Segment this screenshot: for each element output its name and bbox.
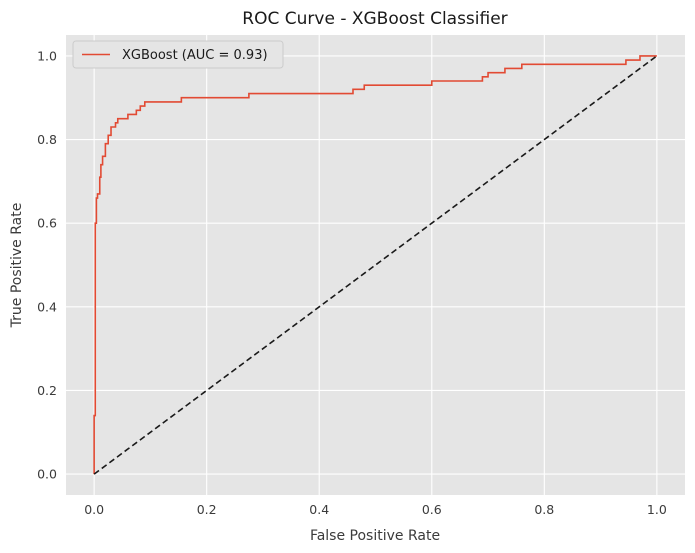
x-axis-label: False Positive Rate xyxy=(310,528,440,544)
x-tick-label: 0.6 xyxy=(422,502,442,517)
y-axis-label: True Positive Rate xyxy=(9,203,25,329)
x-tick-label: 0.4 xyxy=(309,502,329,517)
chance-diagonal-line xyxy=(93,55,658,475)
x-tick-label: 0.2 xyxy=(197,502,217,517)
legend-label-xgboost: XGBoost (AUC = 0.93) xyxy=(122,48,268,63)
series-layer xyxy=(93,55,658,475)
grid-layer xyxy=(66,35,685,495)
y-tick-label: 0.2 xyxy=(37,383,57,398)
roc-curve-line xyxy=(93,55,657,475)
y-tick-labels: 0.0 0.2 0.4 0.6 0.8 1.0 xyxy=(37,48,57,481)
x-tick-labels: 0.0 0.2 0.4 0.6 0.8 1.0 xyxy=(84,502,667,517)
chart-title: ROC Curve - XGBoost Classifier xyxy=(242,9,507,29)
x-tick-label: 0.0 xyxy=(84,502,104,517)
x-tick-label: 0.8 xyxy=(534,502,554,517)
y-tick-label: 0.0 xyxy=(37,467,57,482)
legend-box xyxy=(72,40,284,69)
y-tick-label: 0.6 xyxy=(37,216,57,231)
plot-background xyxy=(66,35,685,495)
legend: XGBoost (AUC = 0.93) xyxy=(72,40,284,69)
x-tick-label: 1.0 xyxy=(647,502,667,517)
y-tick-label: 0.8 xyxy=(37,132,57,147)
y-tick-label: 0.4 xyxy=(37,299,57,314)
y-tick-label: 1.0 xyxy=(37,48,57,63)
